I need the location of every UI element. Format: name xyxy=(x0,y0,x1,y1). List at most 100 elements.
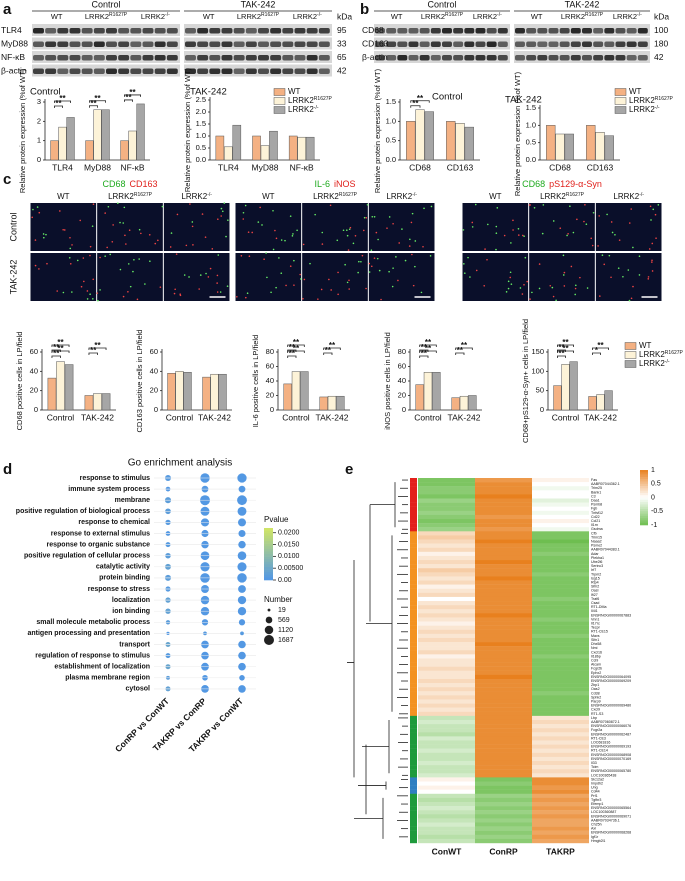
gene-label: Trim15 xyxy=(591,535,602,539)
cell-dot xyxy=(357,271,359,274)
lane-label: WT xyxy=(51,12,63,21)
blot-strip xyxy=(32,37,180,50)
heat-cell xyxy=(418,699,475,704)
blot-band xyxy=(142,55,154,61)
gene-label: Ch25h xyxy=(591,822,602,826)
cell-dot xyxy=(529,298,531,300)
cell-dot xyxy=(99,289,101,291)
blot-strip xyxy=(514,51,650,63)
cell-dot xyxy=(376,257,379,260)
micrograph xyxy=(529,253,595,301)
cluster-bar xyxy=(410,527,417,532)
cell-dot xyxy=(469,276,471,278)
go-dot xyxy=(237,473,247,483)
blot-band xyxy=(582,28,592,34)
heat-cell xyxy=(475,580,532,585)
heat-cell xyxy=(532,592,589,598)
heat-cell xyxy=(475,543,532,548)
gene-label: RT1-S3 xyxy=(591,712,603,716)
blot-band xyxy=(306,68,318,74)
cell-dot xyxy=(651,242,654,245)
scale-cell xyxy=(640,488,648,491)
heat-cell xyxy=(532,568,589,573)
blot-band xyxy=(245,28,257,34)
heat-cell xyxy=(418,514,475,520)
legend-swatch xyxy=(273,88,286,96)
blot-band xyxy=(81,55,93,61)
group-name: WT xyxy=(288,87,301,96)
legend-label: WT xyxy=(639,341,652,350)
legend-swatch xyxy=(624,351,637,359)
heat-cell xyxy=(532,510,589,516)
blot-band xyxy=(185,55,196,61)
heat-cell xyxy=(418,838,475,844)
heat-cell xyxy=(418,523,475,528)
blot-band xyxy=(282,41,294,47)
cluster-bar xyxy=(410,818,417,823)
heat-cell xyxy=(475,625,532,630)
cell-dot xyxy=(248,255,251,258)
group-name: LRRK2 xyxy=(639,350,665,359)
group-name: LRRK2 xyxy=(561,12,585,21)
cell-dot xyxy=(244,204,247,207)
blot-band xyxy=(515,28,525,34)
cell-dot xyxy=(347,249,350,251)
bar xyxy=(215,135,225,161)
heat-cell xyxy=(418,601,475,606)
cell-dot xyxy=(261,224,263,226)
bar xyxy=(84,395,94,411)
blot-band xyxy=(282,68,294,74)
cell-dot xyxy=(106,246,108,249)
blot-band xyxy=(209,41,221,47)
heat-cell xyxy=(418,617,475,622)
heat-cell xyxy=(418,695,475,700)
sig-label: ** xyxy=(425,344,432,353)
cell-dot xyxy=(632,246,634,249)
cell-dot xyxy=(128,229,131,232)
heat-cell xyxy=(475,691,532,696)
heat-cell xyxy=(532,830,589,835)
group-sup: R1627P xyxy=(665,350,684,356)
heat-cell xyxy=(418,801,475,807)
heat-cell xyxy=(418,625,475,630)
cluster-bar xyxy=(410,810,417,815)
y-tick-label: 1.0 xyxy=(526,120,536,129)
cell-dot xyxy=(652,208,655,211)
heat-cell xyxy=(418,773,475,778)
cell-dot xyxy=(104,255,106,257)
y-tick-label: 1.5 xyxy=(386,97,396,106)
group-name: LRRK2 xyxy=(85,12,109,21)
group-name: LRRK2 xyxy=(639,359,665,368)
scale-cell xyxy=(640,474,648,478)
group-sup: R1627P xyxy=(339,192,358,198)
blot-band xyxy=(442,55,452,61)
legend-title: Pvalue xyxy=(264,515,289,524)
micrograph xyxy=(302,253,368,301)
x-tick-label: TAK-242 xyxy=(584,412,617,422)
cell-dot xyxy=(420,291,423,294)
gene-label: Prf1 xyxy=(591,794,598,798)
cluster-bar xyxy=(410,568,417,573)
cell-dot xyxy=(622,275,624,278)
cell-dot xyxy=(292,233,294,235)
group-sup: -/- xyxy=(637,12,642,18)
cell-dot xyxy=(329,204,332,207)
colorbar-cell xyxy=(264,567,273,570)
x-tick-label: Control xyxy=(552,412,580,422)
heat-cell xyxy=(418,637,475,643)
colorbar-cell xyxy=(264,569,273,573)
cell-dot xyxy=(289,265,292,268)
cell-dot xyxy=(278,257,280,259)
group-name: LRRK2 xyxy=(421,12,445,21)
cell-dot xyxy=(127,290,129,293)
cell-dot xyxy=(91,298,94,300)
row-label: TAK-242 xyxy=(8,260,18,295)
bar xyxy=(167,373,176,411)
sig-bracket xyxy=(89,105,98,108)
cell-dot xyxy=(423,207,425,210)
group-sup: -/- xyxy=(639,192,644,198)
heat-cell xyxy=(418,810,475,815)
cell-dot xyxy=(274,229,276,232)
cell-dot xyxy=(348,228,351,231)
row-label: Control xyxy=(8,212,18,241)
